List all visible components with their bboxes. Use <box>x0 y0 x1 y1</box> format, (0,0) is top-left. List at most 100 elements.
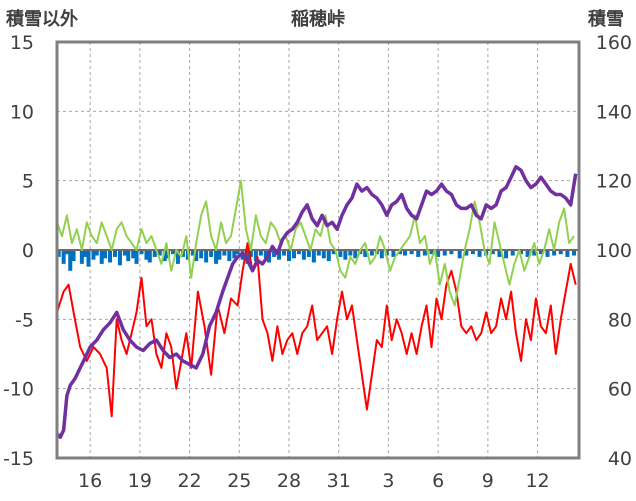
precip-bar <box>91 250 96 260</box>
precip-bar <box>490 250 495 255</box>
snow_depth-line <box>55 165 578 439</box>
precip-bar <box>209 250 214 257</box>
precip-bar <box>321 250 326 259</box>
precip-bar <box>363 250 368 257</box>
precip-bar <box>248 250 253 257</box>
x-tick-label: 3 <box>382 470 394 492</box>
precip-bar <box>199 250 204 259</box>
precip-bar <box>56 250 61 257</box>
x-tick-label: 28 <box>277 470 301 492</box>
precip-bar <box>139 250 144 255</box>
precip-bar <box>497 250 502 257</box>
precip-bar <box>83 250 88 257</box>
precip-bar <box>558 250 563 255</box>
precip-bar <box>369 250 374 256</box>
right-tick-label: 80 <box>608 309 632 331</box>
precip-bar <box>306 250 311 257</box>
precip-bar <box>457 250 462 259</box>
precip-bar <box>552 250 557 256</box>
precip-bar <box>326 250 331 262</box>
precip-bar <box>227 250 232 262</box>
precip-bar <box>68 250 73 271</box>
precip-bar <box>272 250 277 257</box>
precip-bar <box>545 250 550 257</box>
left-tick-label: 0 <box>22 240 34 262</box>
precip-bar <box>71 250 76 262</box>
precip-bar <box>117 250 122 266</box>
right-tick-label: 40 <box>608 448 632 470</box>
ticks-layer: 15 10 5 0 -5 -10 -15 160 140 120 100 80 60 40 16 19 22 25… <box>3 32 632 492</box>
x-tick-label: 19 <box>128 470 152 492</box>
precip-bar <box>64 250 69 255</box>
precip-bar <box>134 250 139 264</box>
precip-bar <box>175 250 180 264</box>
x-tick-label: 25 <box>227 470 251 492</box>
precip-bar <box>398 250 403 255</box>
precip-bar <box>157 250 162 256</box>
precip-bar <box>235 250 240 255</box>
right-axis-label: 積雪 <box>587 8 624 30</box>
precip-bar <box>348 250 353 256</box>
precip-bar <box>296 250 301 255</box>
precip-bar <box>122 250 127 256</box>
precip-bar <box>61 250 66 264</box>
precip-bar <box>232 250 237 259</box>
left-axis-label: 積雪以外 <box>5 8 78 30</box>
precip-bar <box>144 250 149 260</box>
precip-bar <box>353 250 358 259</box>
precip-bar <box>217 250 222 260</box>
precip-bar <box>416 250 421 257</box>
right-tick-label: 160 <box>596 32 632 54</box>
precip-bar <box>422 250 427 256</box>
precip-bar <box>311 250 316 263</box>
right-tick-label: 60 <box>608 379 632 401</box>
precip-bar <box>79 250 84 264</box>
precip-bar <box>277 250 282 260</box>
precip-bar <box>519 250 523 255</box>
precip-bar <box>316 250 321 256</box>
x-tick-label: 16 <box>78 470 102 492</box>
precip-bar <box>391 250 396 257</box>
precip-bar <box>449 250 454 255</box>
right-tick-label: 100 <box>596 240 632 262</box>
precip-bar <box>171 250 175 255</box>
right-tick-label: 140 <box>596 101 632 123</box>
precip-bar <box>222 250 227 256</box>
left-tick-label: 15 <box>10 32 34 54</box>
precipitation-bars-layer <box>56 250 577 271</box>
precip-bar <box>108 250 113 263</box>
precip-bar <box>343 250 348 260</box>
precip-bar <box>131 250 136 259</box>
precip-bar <box>532 250 537 256</box>
precip-bar <box>152 250 157 257</box>
precip-bar <box>464 250 469 256</box>
precip-bar <box>429 250 434 255</box>
precip-bar <box>258 250 263 256</box>
x-tick-label: 31 <box>327 470 351 492</box>
precip-bar <box>301 250 306 260</box>
left-tick-label: 10 <box>10 101 34 123</box>
precip-bar <box>565 250 570 257</box>
left-tick-label: -5 <box>15 309 34 331</box>
precip-bar <box>442 250 447 256</box>
precip-bar <box>126 250 131 262</box>
precip-bar <box>103 250 108 259</box>
precip-bar <box>510 250 515 256</box>
precip-bar <box>403 250 407 256</box>
temperature-line <box>56 242 577 418</box>
precip-bar <box>113 250 117 257</box>
x-tick-label: 6 <box>432 470 444 492</box>
precip-bar <box>162 250 167 262</box>
precip-bar <box>436 250 441 257</box>
x-tick-label: 12 <box>525 470 549 492</box>
precip-bar <box>204 250 209 263</box>
precip-bar <box>291 250 296 259</box>
precip-bar <box>245 250 250 264</box>
precip-bar <box>214 250 219 264</box>
precip-bar <box>409 250 414 255</box>
precip-bar <box>379 250 384 259</box>
precip-bar <box>470 250 475 255</box>
left-tick-label: 5 <box>22 171 34 193</box>
